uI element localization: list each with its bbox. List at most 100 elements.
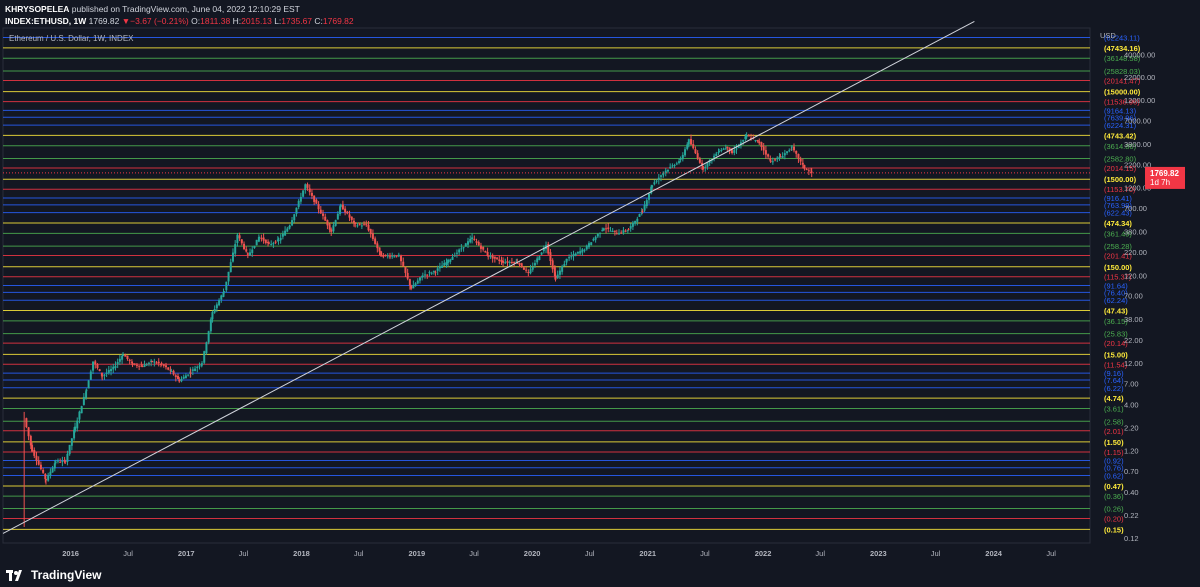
candle	[778, 156, 781, 159]
level-label: (361.49)	[1104, 229, 1132, 238]
price-tick-label: 380.00	[1124, 227, 1147, 236]
candle	[155, 362, 158, 364]
legend-title: Ethereum / U.S. Dollar, 1W, INDEX	[9, 34, 134, 43]
level-label: (7.64)	[1104, 376, 1124, 385]
candle	[592, 239, 595, 241]
candle	[295, 207, 298, 214]
candle	[189, 372, 192, 374]
candle	[350, 216, 353, 220]
time-tick-label: Jul	[123, 549, 133, 558]
candle	[400, 255, 403, 262]
candle	[473, 238, 476, 240]
candle	[701, 162, 704, 166]
candle	[626, 230, 629, 232]
level-label: (2.58)	[1104, 417, 1124, 426]
candle	[147, 362, 150, 364]
candle	[547, 244, 550, 254]
candle	[551, 260, 554, 270]
candle	[678, 161, 681, 163]
candle	[731, 151, 734, 153]
candle	[33, 449, 36, 456]
candle	[441, 265, 444, 268]
level-label: (15000.00)	[1104, 88, 1141, 97]
time-tick-label: Jul	[1046, 549, 1056, 558]
symbol-name: INDEX:ETHUSD, 1W	[5, 16, 87, 26]
candle	[640, 212, 643, 214]
candle	[174, 375, 177, 378]
tradingview-logo[interactable]: TradingView	[6, 568, 101, 582]
candle	[660, 175, 663, 177]
chart-header: KHRYSOPELEA published on TradingView.com…	[5, 3, 354, 27]
candle	[491, 255, 494, 259]
last-price-tag-bg	[1145, 166, 1185, 189]
candle	[617, 233, 620, 235]
candle	[196, 366, 199, 368]
candle	[61, 460, 64, 462]
candle	[59, 461, 62, 463]
candle	[793, 146, 796, 151]
candle	[220, 295, 223, 300]
candle	[128, 359, 131, 362]
level-label: (11536.96)	[1104, 98, 1140, 107]
level-label: (622.43)	[1104, 209, 1132, 218]
candle	[563, 263, 566, 267]
candle	[87, 380, 90, 389]
candle	[406, 272, 409, 279]
price-tick-label: 40000.00	[1124, 50, 1155, 59]
candle	[687, 139, 690, 145]
candle	[236, 234, 239, 244]
price-chart[interactable]: (62243.11)(47434.16)(36148.58) (25828.03)…	[0, 0, 1200, 565]
candle	[249, 252, 252, 256]
candle	[245, 249, 248, 252]
candle	[143, 364, 146, 367]
candle	[243, 243, 246, 250]
candle	[769, 158, 772, 161]
level-label: (916.41)	[1104, 194, 1132, 203]
candle	[643, 205, 646, 211]
level-label: (258.28)	[1104, 242, 1132, 251]
time-tick-label: 2021	[639, 549, 656, 558]
candle	[657, 177, 660, 180]
candle	[475, 241, 478, 243]
candle	[332, 225, 335, 232]
candle	[479, 245, 482, 249]
candle	[538, 256, 541, 261]
candle	[666, 169, 669, 172]
candle	[178, 379, 181, 382]
time-tick-label: 2018	[293, 549, 310, 558]
candle	[302, 190, 305, 197]
candle	[760, 142, 763, 148]
candle	[227, 271, 230, 282]
time-tick-label: 2024	[985, 549, 1003, 558]
level-label: (91.64)	[1104, 282, 1128, 291]
candle	[718, 151, 721, 153]
candle	[747, 135, 750, 137]
candle	[157, 361, 160, 364]
level-label: (25828.03)	[1104, 67, 1141, 76]
candle	[260, 237, 263, 239]
candle	[277, 239, 280, 242]
candle	[330, 229, 333, 232]
candle	[371, 233, 374, 239]
candle	[105, 372, 108, 374]
candle	[180, 378, 183, 382]
candle	[328, 224, 331, 230]
candle	[611, 231, 614, 233]
candle	[380, 251, 383, 257]
candle	[418, 277, 421, 281]
author-name[interactable]: KHRYSOPELEA	[5, 4, 70, 14]
candle	[504, 262, 507, 264]
candle	[393, 256, 396, 258]
candle	[620, 232, 623, 234]
candle	[520, 263, 523, 268]
candle	[315, 199, 318, 204]
candle	[56, 460, 59, 462]
level-label: (11.54)	[1104, 360, 1128, 369]
high-label: H:	[232, 16, 242, 26]
candle	[279, 237, 282, 241]
time-tick-label: 2017	[178, 549, 195, 558]
time-tick-label: Jul	[931, 549, 941, 558]
candle	[414, 283, 417, 287]
trend-line[interactable]	[2, 21, 975, 534]
candle	[225, 281, 228, 291]
